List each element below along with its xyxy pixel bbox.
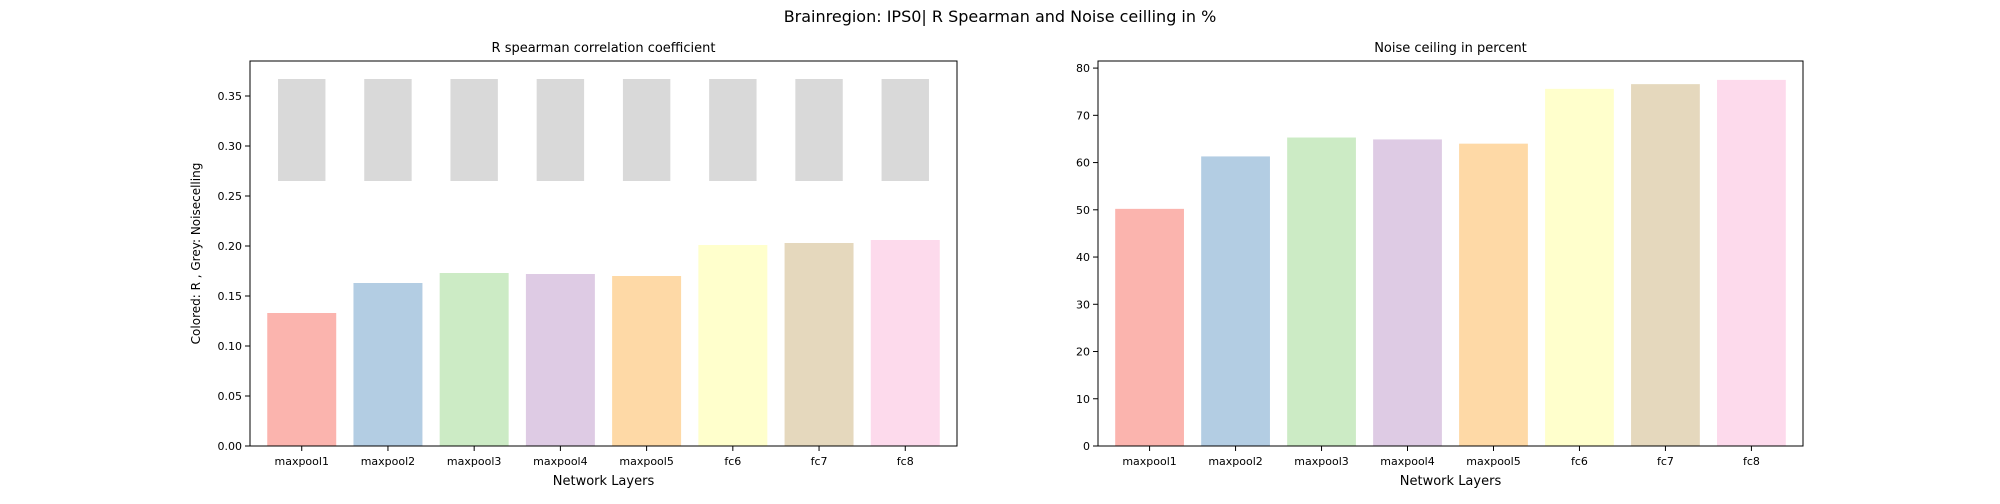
bar-fc8 (870, 240, 940, 446)
noise-ceiling-bar-maxpool1 (278, 79, 326, 181)
y-tick-label: 80 (1076, 62, 1090, 75)
noise-ceiling-bar-maxpool5 (622, 79, 671, 181)
y-tick-label: 0.30 (218, 140, 243, 153)
bar-fc6 (698, 245, 768, 446)
noise-ceiling-bar-maxpool2 (364, 79, 412, 181)
bar-maxpool1 (1115, 208, 1184, 446)
bar-maxpool5 (612, 276, 682, 446)
y-tick-label: 0.25 (218, 190, 243, 203)
x-tick-label-fc8: fc8 (1743, 455, 1760, 468)
bar-fc8 (1717, 79, 1786, 447)
chart-noise-ceiling: Noise ceiling in percent 0 10 20 30 40 50 60 70… (1076, 41, 1804, 489)
chart-title: R spearman correlation coefficient (492, 41, 716, 56)
noise-ceiling-bar-maxpool3 (450, 79, 498, 181)
x-tick-label-maxpool4: maxpool4 (1380, 455, 1434, 468)
y-tick-label: 0.00 (218, 440, 243, 453)
x-tick-label-fc7: fc7 (811, 455, 828, 468)
y-tick-label: 0.05 (218, 390, 243, 403)
y-tick-label: 0.35 (218, 90, 243, 103)
x-tick-label-fc6: fc6 (1571, 455, 1588, 468)
noise-ceiling-bar-maxpool4 (536, 79, 585, 181)
x-tick-label-maxpool5: maxpool5 (619, 455, 673, 468)
y-tick-label: 20 (1076, 346, 1090, 359)
noise-ceiling-bar-fc8 (881, 79, 929, 181)
bar-fc6 (1545, 88, 1614, 447)
bar-maxpool2 (1201, 156, 1270, 446)
y-tick-label: 40 (1076, 251, 1090, 264)
bar-maxpool5 (1459, 143, 1528, 447)
y-tick-label: 0.20 (218, 240, 243, 253)
bar-fc7 (784, 243, 854, 446)
y-tick-label: 60 (1076, 157, 1090, 170)
x-tick-label-maxpool3: maxpool3 (1294, 455, 1348, 468)
chart-title: Noise ceiling in percent (1374, 41, 1527, 56)
x-tick-label-maxpool4: maxpool4 (533, 455, 587, 468)
x-axis-label: Network Layers (1400, 474, 1502, 489)
x-tick-label-maxpool5: maxpool5 (1466, 455, 1520, 468)
y-tick-label: 10 (1076, 393, 1090, 406)
bar-maxpool3 (1287, 137, 1356, 447)
x-axis-label: Network Layers (553, 474, 655, 489)
bar-fc7 (1631, 84, 1700, 446)
bar-maxpool4 (525, 274, 595, 446)
y-tick-label: 30 (1076, 298, 1090, 311)
plot-area: 0.00 0.05 0.10 0.15 0.20 0.25 0.30 0.35 maxpool1… (218, 60, 958, 468)
y-tick-label: 70 (1076, 109, 1090, 122)
y-tick-label: 0.15 (218, 290, 243, 303)
x-tick-label-fc8: fc8 (897, 455, 914, 468)
plot-area: 0 10 20 30 40 50 60 70 80 maxpool1 maxpool2 maxpool… (1076, 60, 1804, 468)
y-axis-label: Colored: R , Grey: Noisecelling (189, 163, 203, 345)
bar-maxpool2 (353, 283, 423, 446)
bar-maxpool4 (1373, 139, 1442, 446)
axes-frame (249, 60, 958, 447)
bar-maxpool1 (267, 313, 337, 446)
x-tick-label-maxpool2: maxpool2 (361, 455, 415, 468)
bar-maxpool3 (439, 273, 509, 446)
chart-r-spearman: R spearman correlation coefficient 0.000… (189, 41, 958, 489)
noise-ceiling-bar-fc6 (709, 79, 757, 181)
x-tick-label-maxpool2: maxpool2 (1208, 455, 1262, 468)
y-tick-label: 0.10 (218, 340, 243, 353)
x-tick-label-fc7: fc7 (1657, 455, 1674, 468)
x-tick-label-maxpool1: maxpool1 (274, 455, 328, 468)
x-tick-label-maxpool1: maxpool1 (1122, 455, 1176, 468)
noise-ceiling-bar-fc7 (795, 79, 843, 181)
x-tick-label-fc6: fc6 (724, 455, 741, 468)
figure-title: Brainregion: IPS0| R Spearman and Noise … (784, 7, 1217, 26)
axes-frame (1097, 60, 1804, 447)
x-tick-label-maxpool3: maxpool3 (447, 455, 501, 468)
y-tick-label: 50 (1076, 204, 1090, 217)
y-tick-label: 0 (1083, 440, 1090, 453)
